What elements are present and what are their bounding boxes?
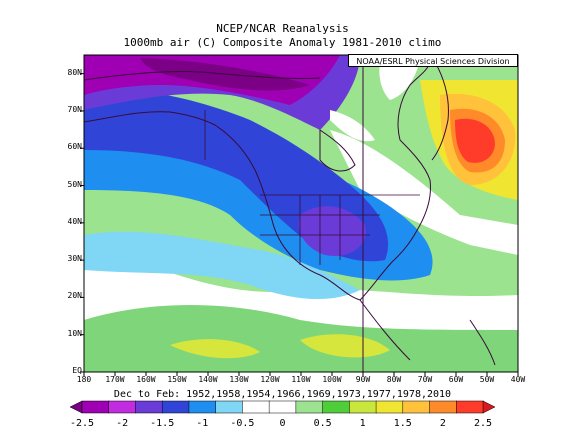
- lon-label: 50W: [479, 375, 495, 384]
- lat-label: EQ: [72, 366, 82, 375]
- lon-label: 100W: [322, 375, 342, 384]
- lon-label: 60W: [448, 375, 464, 384]
- colorbar-segment: [108, 400, 137, 414]
- colorbar-segment: [482, 400, 496, 414]
- political-borders: [204, 110, 420, 265]
- colorbar-label: -2: [116, 418, 129, 429]
- lon-label: 130W: [229, 375, 249, 384]
- lon-label: 110W: [291, 375, 311, 384]
- credit-box: NOAA/ESRL Physical Sciences Division: [348, 54, 518, 67]
- colorbar-segment: [456, 400, 484, 414]
- colorbar-segment: [215, 400, 244, 414]
- lat-label: 30N: [67, 254, 82, 264]
- colorbar-label: 2.5: [473, 418, 493, 429]
- lon-label: 90W: [355, 375, 371, 384]
- colorbar-segment: [322, 400, 351, 414]
- colorbar-segment: [402, 400, 431, 414]
- lon-label: 40W: [510, 375, 526, 384]
- colorbar-label: -2.5: [69, 418, 95, 429]
- colorbar-segment: [349, 400, 377, 414]
- lon-label: 140W: [198, 375, 218, 384]
- lon-label: 70W: [417, 375, 433, 384]
- colorbar-segment: [375, 400, 404, 414]
- coastlines: [84, 61, 496, 366]
- colorbar-label: 0: [279, 418, 286, 429]
- map-title: NCEP/NCAR Reanalysis: [216, 22, 349, 35]
- colorbar-segment: [69, 400, 83, 414]
- colorbar-label: 1: [359, 418, 366, 429]
- anomaly-field: [84, 55, 518, 372]
- axis-ticks: [80, 73, 519, 376]
- colorbar-label: 2: [439, 418, 446, 429]
- lat-label: 70N: [67, 104, 82, 114]
- colorbar-segment: [295, 400, 324, 414]
- colorbar-segment: [188, 400, 217, 414]
- colorbar-segment: [242, 400, 270, 414]
- map-subtitle: 1000mb air (C) Composite Anomaly 1981-20…: [123, 36, 442, 49]
- lon-label: 80W: [386, 375, 402, 384]
- colorbar-segment: [81, 400, 110, 414]
- colorbar-segment: [161, 400, 190, 414]
- lon-label: 150W: [167, 375, 187, 384]
- colorbar-label: -1.5: [150, 418, 175, 429]
- lat-label: 40N: [67, 216, 82, 226]
- lat-label: 10N: [67, 328, 82, 338]
- lon-label: 120W: [260, 375, 280, 384]
- colorbar-label: 0.5: [313, 418, 332, 429]
- colorbar-label: -0.5: [230, 418, 255, 429]
- colorbar-segment: [429, 400, 458, 414]
- lat-label: 60N: [67, 142, 82, 152]
- colorbar-label: 1.5: [393, 418, 412, 429]
- lon-label: 170W: [105, 375, 125, 384]
- lon-label: 160W: [136, 375, 156, 384]
- colorbar-segment: [135, 400, 163, 414]
- colorbar: [69, 400, 496, 414]
- lon-label: 180: [76, 375, 92, 384]
- colorbar-segment: [268, 400, 297, 414]
- lat-label: 50N: [67, 179, 82, 189]
- colorbar-label: -1: [196, 418, 209, 429]
- lat-label: 20N: [67, 291, 82, 301]
- composite-period: Dec to Feb: 1952,1958,1954,1966,1969,197…: [113, 389, 452, 400]
- lat-label: 80N: [67, 67, 82, 77]
